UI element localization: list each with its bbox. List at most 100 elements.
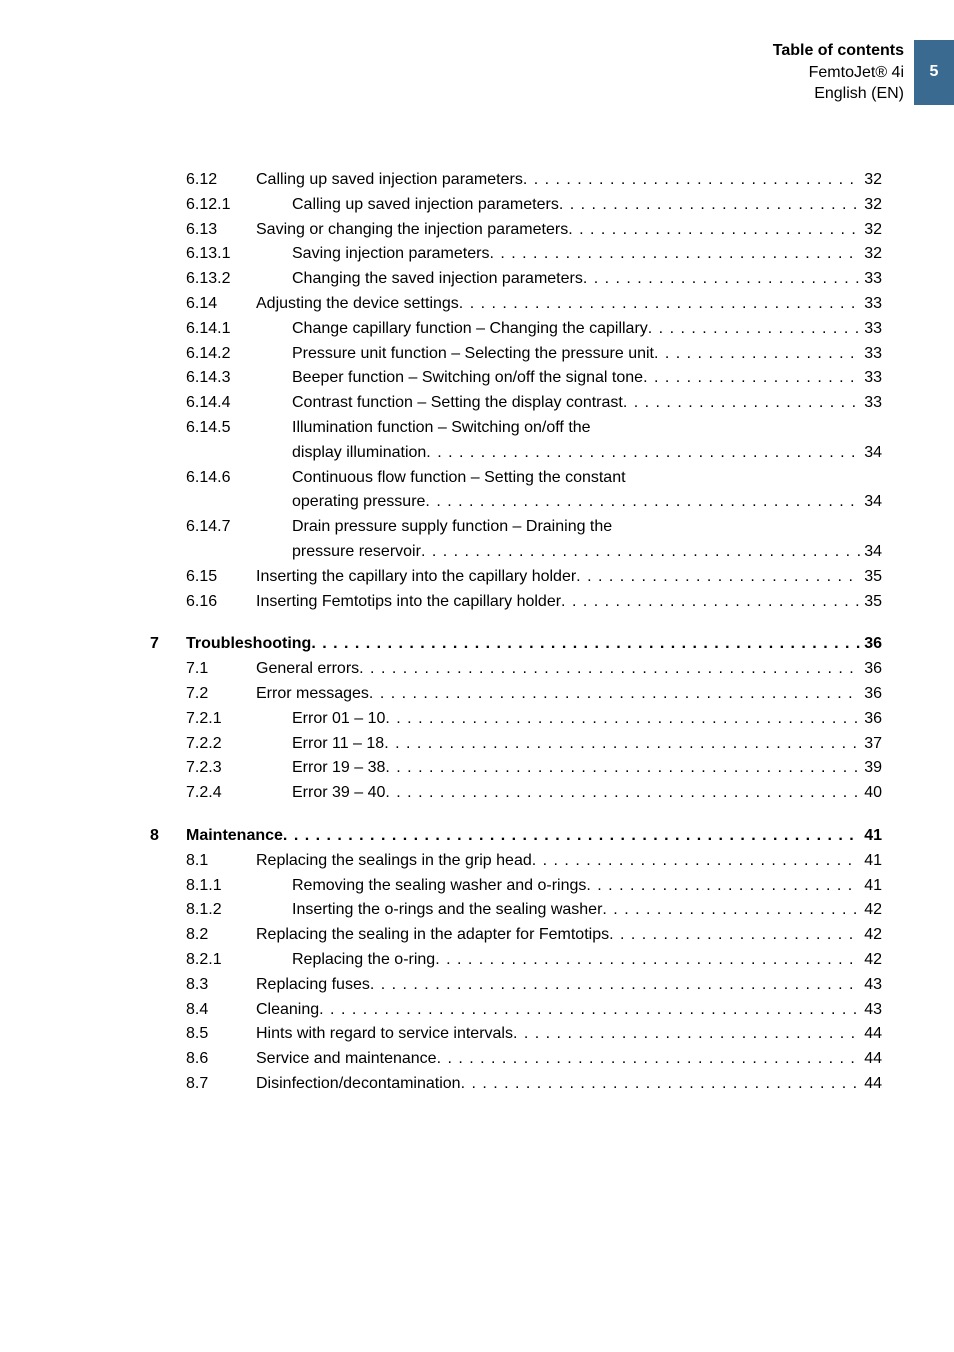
- toc-dots: [561, 590, 860, 615]
- toc-dots: [523, 168, 860, 193]
- toc-page: 36: [860, 707, 882, 732]
- toc-label: Contrast function – Setting the display …: [292, 391, 623, 416]
- toc-row: 8.1.2Inserting the o-rings and the seali…: [150, 898, 882, 923]
- toc-row: 6.12Calling up saved injection parameter…: [150, 168, 882, 193]
- toc-page: 35: [860, 565, 882, 590]
- toc-row: 8.4Cleaning 43: [150, 998, 882, 1023]
- toc-label: Calling up saved injection parameters: [256, 168, 523, 193]
- toc-page: 34: [860, 490, 882, 515]
- toc-page: 36: [860, 682, 882, 707]
- toc-number: 6.14.7: [150, 515, 292, 540]
- toc-number: 8.2: [150, 923, 256, 948]
- toc-label-cont: pressure reservoir: [292, 540, 421, 565]
- toc-row: 8.5Hints with regard to service interval…: [150, 1022, 882, 1047]
- toc-row: 7.2.3Error 19 – 38 39: [150, 756, 882, 781]
- page-number-box: 5: [914, 40, 954, 105]
- toc-number: 6.14: [150, 292, 256, 317]
- toc-label: Hints with regard to service intervals: [256, 1022, 513, 1047]
- toc-label: Saving injection parameters: [292, 242, 489, 267]
- toc-label: Service and maintenance: [256, 1047, 437, 1072]
- toc-label: Replacing the sealing in the adapter for…: [256, 923, 609, 948]
- toc-row: 8.3Replacing fuses 43: [150, 973, 882, 998]
- toc-dots: [586, 874, 860, 899]
- toc-row: 8.2.1Replacing the o-ring 42: [150, 948, 882, 973]
- toc-page: 44: [860, 1072, 882, 1097]
- toc-dots: [459, 292, 860, 317]
- toc-page: 42: [860, 923, 882, 948]
- toc-row: 7.2Error messages 36: [150, 682, 882, 707]
- toc-page: 36: [860, 632, 882, 657]
- toc-dots: [311, 632, 860, 657]
- toc-label: Illumination function – Switching on/off…: [292, 416, 591, 441]
- toc-number: 6.16: [150, 590, 256, 615]
- toc-dots: [384, 732, 860, 757]
- toc-row: 6.14.2Pressure unit function – Selecting…: [150, 342, 882, 367]
- toc-label: Inserting the o-rings and the sealing wa…: [292, 898, 602, 923]
- toc-dots: [385, 781, 860, 806]
- toc-dots: [602, 898, 860, 923]
- toc-label: Saving or changing the injection paramet…: [256, 218, 568, 243]
- toc-page: 33: [860, 366, 882, 391]
- toc-page: 41: [860, 874, 882, 899]
- toc-number: 6.12: [150, 168, 256, 193]
- toc-gap: [150, 614, 882, 632]
- toc-row: 8Maintenance 41: [150, 824, 882, 849]
- page: Table of contents FemtoJet® 4i English (…: [0, 0, 954, 1352]
- toc-row: 7.1General errors 36: [150, 657, 882, 682]
- toc-label: Troubleshooting: [186, 632, 311, 657]
- toc-row: 6.14.5Illumination function – Switching …: [150, 416, 882, 441]
- toc-page: 32: [860, 193, 882, 218]
- toc-dots: [461, 1072, 861, 1097]
- toc-page: 33: [860, 292, 882, 317]
- toc-number: 6.14.6: [150, 466, 292, 491]
- toc-row: 6.13.2Changing the saved injection param…: [150, 267, 882, 292]
- toc-label: Replacing the o-ring: [292, 948, 435, 973]
- toc-label: Error 39 – 40: [292, 781, 385, 806]
- toc-page: 42: [860, 898, 882, 923]
- toc-dots: [385, 756, 860, 781]
- toc-number: 7.2.3: [150, 756, 292, 781]
- toc-number: 7.1: [150, 657, 256, 682]
- toc-page: 34: [860, 441, 882, 466]
- toc-gap: [150, 806, 882, 824]
- table-of-contents: 6.12Calling up saved injection parameter…: [150, 168, 882, 1097]
- toc-label: Inserting Femtotips into the capillary h…: [256, 590, 561, 615]
- toc-row: 6.14.4Contrast function – Setting the di…: [150, 391, 882, 416]
- toc-row: 6.13Saving or changing the injection par…: [150, 218, 882, 243]
- toc-label: Error messages: [256, 682, 369, 707]
- toc-row: 6.14.3Beeper function – Switching on/off…: [150, 366, 882, 391]
- toc-page: 33: [860, 267, 882, 292]
- toc-number: 6.13: [150, 218, 256, 243]
- toc-number: 6.14.5: [150, 416, 292, 441]
- toc-number: 6.13.1: [150, 242, 292, 267]
- toc-number: 7: [150, 632, 186, 657]
- toc-dots: [425, 490, 860, 515]
- toc-row: 8.2Replacing the sealing in the adapter …: [150, 923, 882, 948]
- toc-label-cont: display illumination: [292, 441, 426, 466]
- toc-dots: [609, 923, 860, 948]
- toc-row: 6.14.7Drain pressure supply function – D…: [150, 515, 882, 540]
- toc-number: 6.15: [150, 565, 256, 590]
- page-header: Table of contents FemtoJet® 4i English (…: [773, 40, 954, 105]
- toc-number: 8: [150, 824, 186, 849]
- toc-number: 6.12.1: [150, 193, 292, 218]
- toc-label: Calling up saved injection parameters: [292, 193, 559, 218]
- toc-label: Change capillary function – Changing the…: [292, 317, 648, 342]
- toc-dots: [513, 1022, 860, 1047]
- toc-dots: [654, 342, 860, 367]
- toc-label: Pressure unit function – Selecting the p…: [292, 342, 654, 367]
- toc-number: 7.2.1: [150, 707, 292, 732]
- toc-page: 41: [860, 849, 882, 874]
- toc-number: 8.1.2: [150, 898, 292, 923]
- toc-dots: [568, 218, 860, 243]
- header-text: Table of contents FemtoJet® 4i English (…: [773, 40, 914, 105]
- toc-dots: [385, 707, 860, 732]
- toc-row: 6.13.1Saving injection parameters 32: [150, 242, 882, 267]
- toc-row: 6.14Adjusting the device settings 33: [150, 292, 882, 317]
- toc-row: 6.14.6Continuous flow function – Setting…: [150, 466, 882, 491]
- toc-label: Cleaning: [256, 998, 319, 1023]
- toc-number: 7.2.2: [150, 732, 292, 757]
- toc-number: 8.5: [150, 1022, 256, 1047]
- toc-label: Error 01 – 10: [292, 707, 385, 732]
- toc-dots: [359, 657, 860, 682]
